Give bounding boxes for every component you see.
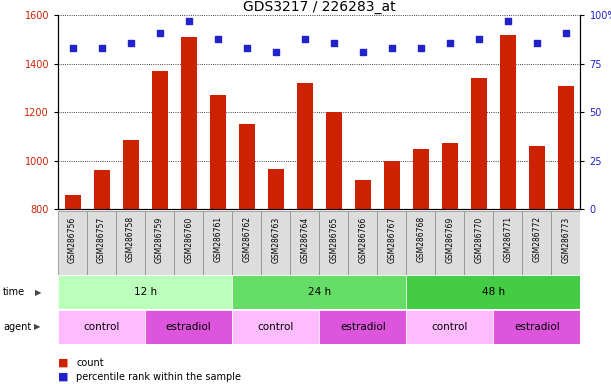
Text: GSM286760: GSM286760 [184,216,193,263]
Text: count: count [76,358,104,368]
Point [561,30,571,36]
Text: GSM286756: GSM286756 [68,216,77,263]
Text: ▶: ▶ [35,288,42,297]
Text: GSM286771: GSM286771 [503,216,513,262]
Bar [58,310,145,344]
Bar [552,211,580,275]
Bar [232,211,262,275]
Bar [93,170,109,384]
Point [532,40,542,46]
Bar [239,124,255,384]
Text: GSM286763: GSM286763 [271,216,280,263]
Bar [232,310,320,344]
Bar [290,211,320,275]
Bar [152,71,167,384]
Text: GSM286757: GSM286757 [97,216,106,263]
Point [155,30,164,36]
Bar [355,180,371,384]
Bar [348,211,377,275]
Bar [471,78,487,384]
Text: control: control [83,322,120,332]
Bar [203,211,232,275]
Text: GSM286758: GSM286758 [126,216,135,262]
Text: ■: ■ [58,358,72,368]
Text: GSM286770: GSM286770 [474,216,483,263]
Point [242,45,252,51]
Text: GSM286764: GSM286764 [300,216,309,263]
Text: ▶: ▶ [34,322,40,331]
Point [358,49,368,55]
Point [271,49,280,55]
Bar [442,142,458,384]
Point [387,45,397,51]
Text: 12 h: 12 h [134,287,156,297]
Text: GSM286767: GSM286767 [387,216,397,263]
Point [445,40,455,46]
Bar [319,211,348,275]
Bar [181,37,197,384]
Bar [262,211,290,275]
Text: GSM286768: GSM286768 [416,216,425,262]
Text: time: time [3,287,25,297]
Point [97,45,106,51]
Point [68,45,78,51]
Text: GSM286759: GSM286759 [155,216,164,263]
Bar [522,211,552,275]
Text: GSM286772: GSM286772 [532,216,541,262]
Bar [558,86,574,384]
Bar [210,95,225,384]
Bar [494,310,580,344]
Bar [58,211,87,275]
Text: estradiol: estradiol [166,322,211,332]
Text: GSM286762: GSM286762 [242,216,251,262]
Text: ■: ■ [58,372,72,382]
Bar [268,169,284,384]
Bar [384,161,400,384]
Bar [406,211,435,275]
Bar [87,211,116,275]
Text: GSM286761: GSM286761 [213,216,222,262]
Bar [123,140,139,384]
Point [474,36,484,42]
Text: 24 h: 24 h [308,287,331,297]
Point [300,36,310,42]
Bar [145,211,174,275]
Point [329,40,338,46]
Bar [58,275,232,309]
Text: 48 h: 48 h [482,287,505,297]
Text: GSM286773: GSM286773 [562,216,571,263]
Bar [174,211,203,275]
Bar [320,310,406,344]
Point [416,45,426,51]
Bar [500,35,516,384]
Point [503,18,513,24]
Point [184,18,194,24]
Text: GSM286766: GSM286766 [358,216,367,263]
Bar [145,310,232,344]
Bar [232,275,406,309]
Text: percentile rank within the sample: percentile rank within the sample [76,372,241,382]
Text: control: control [431,322,468,332]
Text: agent: agent [3,322,31,332]
Text: GSM286765: GSM286765 [329,216,338,263]
Bar [413,149,429,384]
Bar [65,195,81,384]
Text: GSM286769: GSM286769 [445,216,455,263]
Bar [529,146,545,384]
Bar [116,211,145,275]
Bar [326,113,342,384]
Bar [406,310,494,344]
Bar [464,211,494,275]
Title: GDS3217 / 226283_at: GDS3217 / 226283_at [243,0,395,14]
Bar [435,211,464,275]
Bar [493,211,522,275]
Point [126,40,136,46]
Text: control: control [257,322,294,332]
Text: estradiol: estradiol [340,322,386,332]
Text: estradiol: estradiol [514,322,560,332]
Bar [406,275,580,309]
Point [213,36,222,42]
Bar [378,211,406,275]
Bar [297,83,313,384]
